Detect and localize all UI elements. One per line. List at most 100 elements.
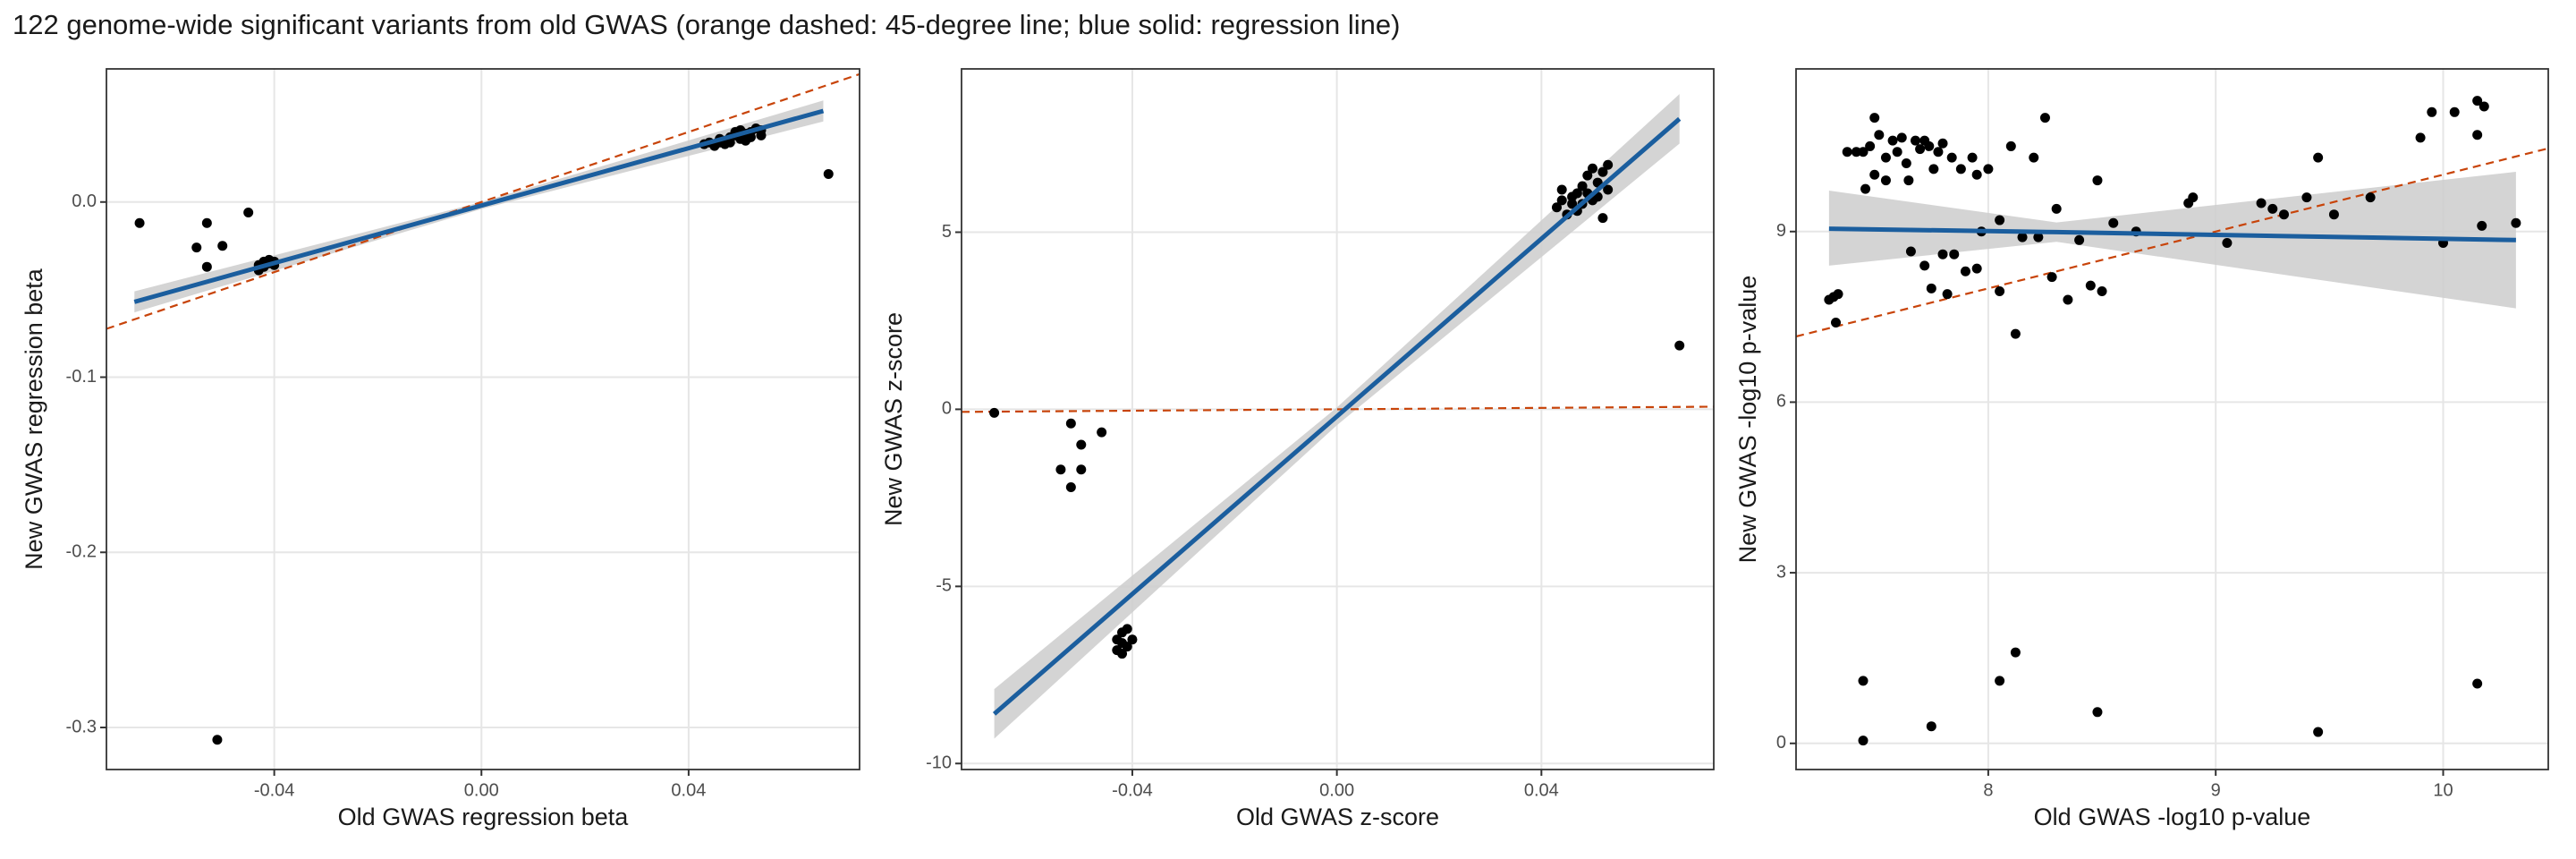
confidence-band bbox=[1828, 172, 2516, 309]
data-point bbox=[1971, 263, 1982, 274]
data-point bbox=[2188, 192, 2199, 203]
data-point bbox=[1097, 427, 1107, 438]
data-point bbox=[1556, 195, 1567, 206]
data-point bbox=[2051, 203, 2062, 214]
y-tick-label: -0.1 bbox=[66, 367, 97, 387]
panel: -0.04 0.00 0.04 -0.3 -0.2 -0.1 0.0 Old GWAS reg… bbox=[21, 68, 860, 830]
data-point bbox=[1874, 130, 1885, 140]
data-point bbox=[1055, 464, 1066, 475]
data-point bbox=[1858, 676, 1868, 686]
data-point bbox=[1831, 317, 1842, 327]
data-point bbox=[1924, 140, 1935, 151]
data-point bbox=[1065, 482, 1076, 493]
data-point bbox=[1911, 135, 1921, 146]
regression-line bbox=[133, 108, 825, 304]
data-point bbox=[756, 130, 767, 140]
data-point bbox=[1995, 215, 2005, 225]
x-tick-label: -0.04 bbox=[1112, 780, 1153, 800]
data-point bbox=[2097, 286, 2107, 297]
regression-line bbox=[992, 116, 1682, 716]
data-point bbox=[1869, 169, 1880, 180]
data-point bbox=[1926, 721, 1936, 732]
data-point bbox=[1588, 163, 1598, 174]
data-point bbox=[2092, 707, 2103, 718]
data-point bbox=[2472, 678, 2483, 689]
data-point bbox=[1892, 147, 1902, 157]
data-point bbox=[2005, 140, 2016, 151]
data-point bbox=[1122, 624, 1132, 634]
panel-background bbox=[1796, 69, 2548, 770]
data-point bbox=[2256, 198, 2267, 208]
data-point bbox=[2301, 192, 2312, 203]
data-point bbox=[1880, 152, 1891, 163]
plot-area bbox=[962, 94, 1714, 739]
data-point bbox=[1967, 152, 1978, 163]
data-point bbox=[1551, 202, 1562, 213]
x-tick-label: 0.00 bbox=[464, 780, 499, 800]
data-point bbox=[212, 735, 223, 745]
data-point bbox=[1903, 175, 1914, 186]
data-point bbox=[1582, 170, 1593, 181]
data-point bbox=[2472, 96, 2483, 106]
data-point bbox=[2313, 152, 2324, 163]
regression-line bbox=[1828, 226, 2516, 242]
data-point bbox=[2029, 152, 2039, 163]
x-axis-label: Old GWAS -log10 p-value bbox=[2034, 804, 2311, 830]
data-point bbox=[1926, 283, 1936, 293]
data-point bbox=[989, 407, 1000, 418]
data-point bbox=[2278, 209, 2289, 220]
data-point bbox=[1851, 147, 1861, 157]
data-point bbox=[191, 242, 202, 253]
data-point bbox=[2039, 113, 2050, 123]
panel-border bbox=[106, 68, 860, 770]
data-point bbox=[2479, 101, 2489, 112]
y-tick-label: 3 bbox=[1776, 562, 1786, 582]
data-point bbox=[1865, 140, 1876, 151]
x-tick-label: 8 bbox=[1983, 780, 1993, 800]
x-tick-label: 0.04 bbox=[1524, 780, 1559, 800]
y-tick-label: 6 bbox=[1776, 392, 1786, 412]
x-axis-label: Old GWAS regression beta bbox=[338, 804, 630, 830]
data-point bbox=[201, 261, 212, 272]
data-point bbox=[1946, 152, 1957, 163]
data-point bbox=[2511, 217, 2521, 228]
data-point bbox=[2427, 106, 2437, 117]
data-point bbox=[1567, 199, 1578, 209]
y-tick-label: 0 bbox=[1776, 733, 1786, 753]
data-point bbox=[1858, 736, 1868, 746]
data-point bbox=[1983, 164, 1994, 174]
data-point bbox=[1995, 286, 2005, 297]
data-point bbox=[1572, 188, 1582, 199]
data-point bbox=[2010, 328, 2021, 339]
data-point bbox=[1577, 181, 1588, 191]
x-axis-label: Old GWAS z-score bbox=[1236, 804, 1439, 830]
data-point bbox=[1603, 184, 1614, 195]
reference-line bbox=[106, 72, 860, 330]
data-point bbox=[2365, 192, 2376, 203]
y-tick-label: 0 bbox=[942, 399, 952, 419]
data-point bbox=[1933, 147, 1944, 157]
data-point bbox=[1905, 246, 1916, 257]
data-point bbox=[243, 208, 254, 218]
data-point bbox=[1880, 175, 1891, 186]
data-point bbox=[217, 241, 228, 251]
data-point bbox=[1127, 634, 1138, 645]
data-point bbox=[1960, 266, 1970, 276]
x-tick-label: 9 bbox=[2211, 780, 2221, 800]
data-point bbox=[1076, 464, 1087, 475]
data-point bbox=[1887, 135, 1898, 146]
reference-line bbox=[1796, 147, 2548, 338]
data-point bbox=[2074, 234, 2085, 245]
y-axis-label: New GWAS regression beta bbox=[21, 268, 47, 570]
chart-title: 122 genome-wide significant variants fro… bbox=[13, 9, 1400, 40]
data-point bbox=[1833, 289, 1843, 300]
data-point bbox=[1949, 249, 1960, 259]
x-tick-label: 0.04 bbox=[671, 780, 706, 800]
data-point bbox=[1122, 642, 1132, 652]
reference-line bbox=[962, 405, 1714, 413]
panel: 8 9 10 0 3 6 9 Old GWAS -log10 p-value New GWAS … bbox=[1734, 68, 2549, 830]
y-tick-label: -0.2 bbox=[66, 542, 97, 562]
data-point bbox=[134, 217, 145, 228]
data-point bbox=[2063, 294, 2073, 305]
y-axis-label: New GWAS z-score bbox=[880, 312, 907, 526]
